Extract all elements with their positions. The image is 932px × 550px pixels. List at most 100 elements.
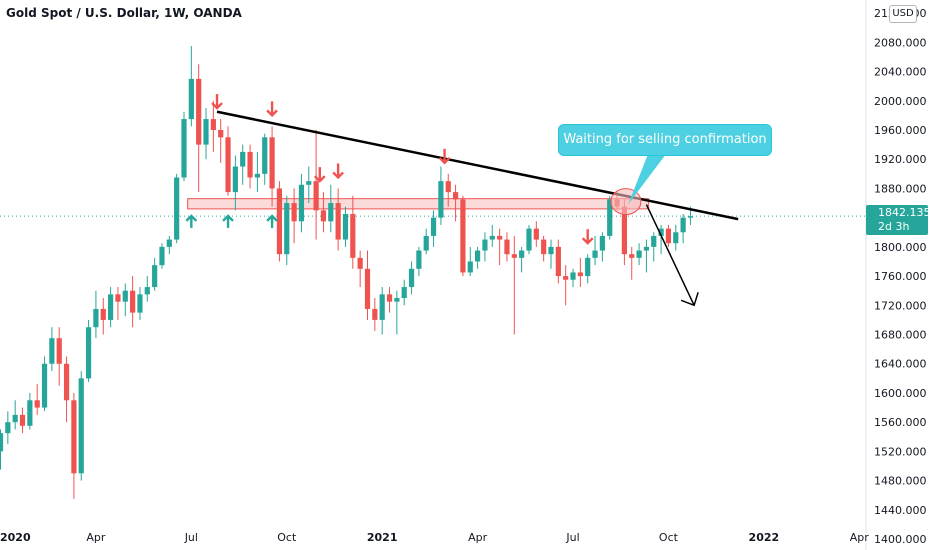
candle <box>240 144 246 185</box>
resistance-arrow-down <box>581 229 594 245</box>
candle-body <box>401 287 407 299</box>
candle <box>276 181 283 262</box>
arrow-head <box>313 175 326 183</box>
candle <box>599 232 605 262</box>
resistance-zone <box>187 198 650 210</box>
candle-body <box>49 338 55 364</box>
arrow-head <box>222 214 234 222</box>
annotation-callout[interactable]: Waiting for selling confirmation <box>558 124 772 156</box>
resistance-arrow-down <box>266 101 278 118</box>
candle-body <box>394 298 400 302</box>
candle-body <box>41 363 48 408</box>
price-tick-label: 1400.000 <box>874 533 927 546</box>
candle-body <box>519 250 525 258</box>
resistance-zone-layer <box>187 198 650 210</box>
candle-body <box>386 294 393 302</box>
candle-body <box>599 235 605 251</box>
candle-body <box>379 294 385 320</box>
candle <box>497 228 503 266</box>
candle-body <box>452 192 459 200</box>
candle <box>350 195 356 269</box>
current-price-value: 1842.135 <box>878 206 931 219</box>
currency-badge[interactable]: USD <box>889 5 917 23</box>
time-axis: 2020AprJulOct2021AprJulOct2022AprJulOct <box>0 531 869 544</box>
candle <box>563 265 569 306</box>
candle-body <box>19 414 26 426</box>
bar-countdown: 2d 3h <box>878 220 910 233</box>
candle-body <box>93 308 99 328</box>
candle <box>210 100 216 152</box>
candle-body <box>63 363 70 401</box>
candle-body <box>306 181 312 185</box>
candle <box>452 184 459 222</box>
time-tick-label: Apr <box>468 531 488 544</box>
candle <box>108 287 114 328</box>
candle <box>643 239 650 273</box>
candle <box>262 133 268 185</box>
candle <box>78 371 84 481</box>
price-tick-label: 1640.000 <box>874 358 927 371</box>
projection-arrow-head <box>680 292 699 307</box>
candle <box>577 257 583 288</box>
candle <box>144 276 150 302</box>
candle-body <box>350 214 356 258</box>
candle <box>423 228 429 255</box>
callout-pointer <box>628 154 667 205</box>
price-tick-label: 2040.000 <box>874 66 927 79</box>
candle <box>12 400 18 430</box>
candle <box>196 64 202 193</box>
price-tick-label: 1520.000 <box>874 445 927 458</box>
candle <box>636 243 642 266</box>
candle-body <box>445 181 451 193</box>
candle <box>56 327 62 386</box>
candle-body <box>585 257 591 277</box>
candle-body <box>372 308 378 320</box>
price-tick-label: 1880.000 <box>874 182 927 195</box>
candle-body <box>607 199 613 236</box>
candle-body <box>262 137 268 174</box>
price-tick-label: 1760.000 <box>874 270 927 283</box>
candle <box>166 235 172 255</box>
candle <box>306 166 312 204</box>
candle-body <box>643 246 650 251</box>
descending-trendline <box>216 110 739 221</box>
candle <box>438 166 444 225</box>
candle <box>247 144 253 189</box>
candle-body <box>240 151 246 167</box>
candle <box>460 195 466 277</box>
candle-body <box>27 400 33 426</box>
candle-body <box>555 246 561 277</box>
price-tick-label: 1720.000 <box>874 299 927 312</box>
price-tick-label: 1680.000 <box>874 329 927 342</box>
candle <box>122 283 128 317</box>
resistance-arrow-down <box>313 167 326 183</box>
time-tick-label: Oct <box>659 531 679 544</box>
candle <box>291 188 297 244</box>
candle <box>34 384 40 415</box>
time-tick-label: Apr <box>86 531 106 544</box>
projection-arrow-line <box>645 204 695 306</box>
candle <box>85 319 92 383</box>
price-tick-label: 1960.000 <box>874 124 927 137</box>
candle-body <box>320 210 327 222</box>
candle <box>357 250 363 288</box>
candle <box>63 356 70 423</box>
candle-body <box>570 272 576 280</box>
candle <box>511 235 517 335</box>
candle <box>430 210 437 247</box>
candle <box>41 356 48 412</box>
candle <box>445 173 451 207</box>
candle <box>284 195 290 266</box>
candle-body <box>430 217 437 236</box>
candle <box>364 250 371 320</box>
candle-body <box>680 217 686 233</box>
candle <box>313 130 319 240</box>
candle <box>218 119 224 163</box>
candle-body <box>651 235 657 247</box>
candle-body <box>78 378 84 474</box>
candle-body <box>12 414 18 423</box>
candle <box>181 111 187 182</box>
candle <box>130 276 136 328</box>
time-tick-label: Jul <box>184 531 198 544</box>
